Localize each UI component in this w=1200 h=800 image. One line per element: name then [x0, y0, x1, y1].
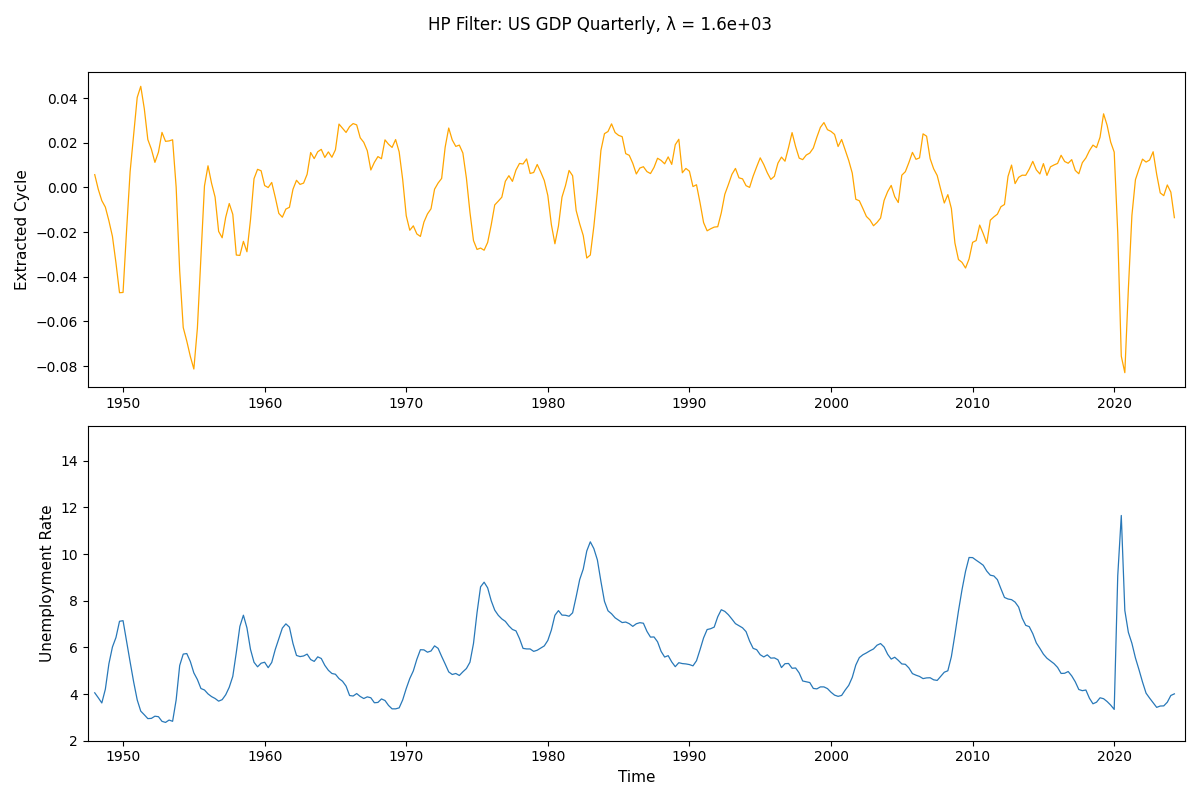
Y-axis label: Unemployment Rate: Unemployment Rate: [40, 505, 55, 662]
Text: HP Filter: US GDP Quarterly, λ = 1.6e+03: HP Filter: US GDP Quarterly, λ = 1.6e+03: [428, 16, 772, 34]
X-axis label: Time: Time: [618, 770, 655, 785]
Y-axis label: Extracted Cycle: Extracted Cycle: [14, 169, 30, 290]
